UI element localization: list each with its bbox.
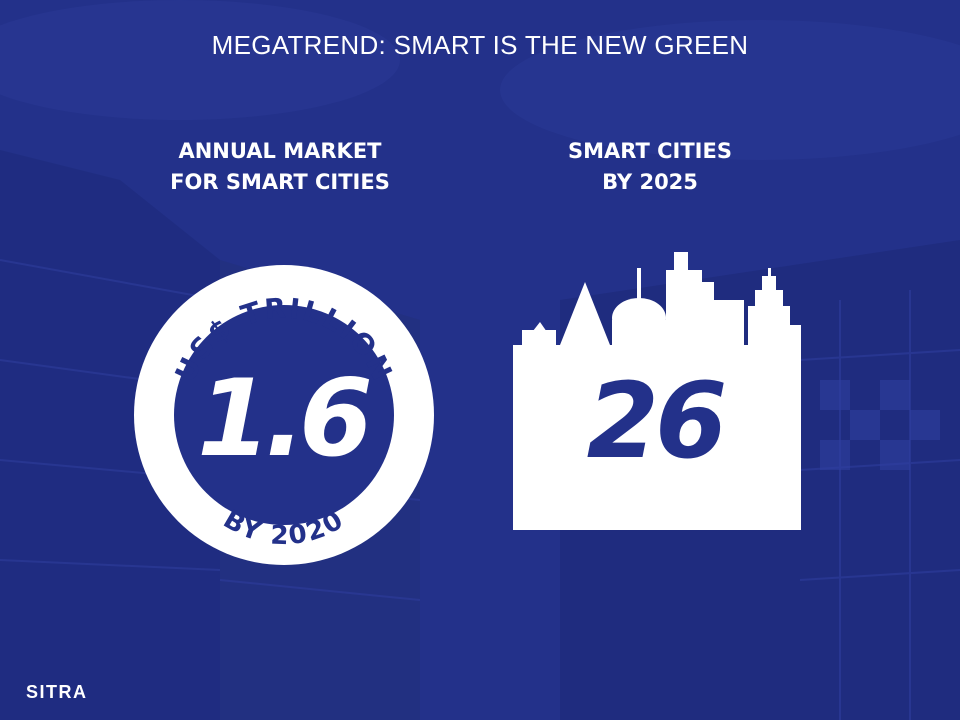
slide-title: MEGATREND: SMART IS THE NEW GREEN xyxy=(211,30,749,60)
market-heading-line2: FOR SMART CITIES xyxy=(170,170,390,194)
cities-heading-line1: SMART CITIES xyxy=(568,139,732,163)
sitra-logo: SITRA xyxy=(26,682,88,702)
badge-inner xyxy=(174,305,394,525)
skyline-shape xyxy=(513,252,801,530)
cities-heading-line2: BY 2025 xyxy=(602,170,698,194)
market-heading-line1: ANNUAL MARKET xyxy=(178,139,382,163)
market-value: 1.6 xyxy=(197,357,369,480)
cities-value: 26 xyxy=(587,360,724,482)
market-heading: ANNUAL MARKET FOR SMART CITIES xyxy=(150,136,410,198)
sitra-logo-text: SITRA xyxy=(26,682,88,702)
cities-heading: SMART CITIES BY 2025 xyxy=(520,136,780,198)
